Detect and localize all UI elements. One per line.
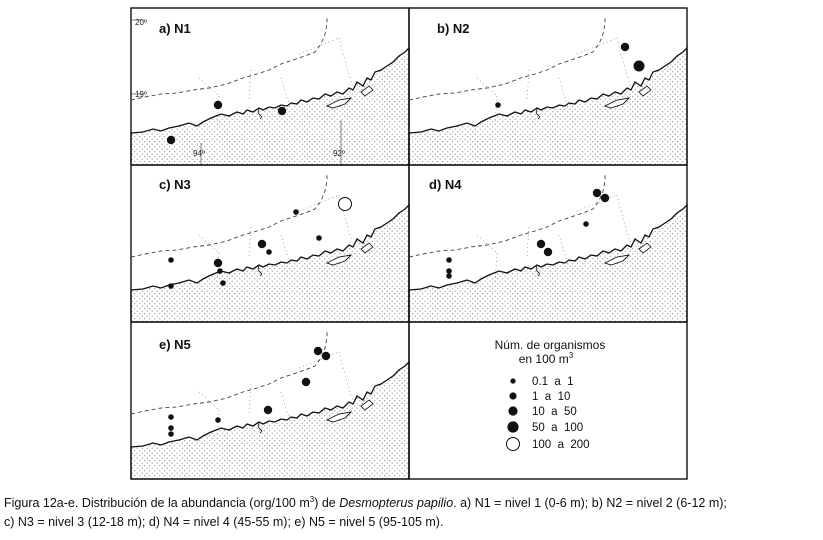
station-dot xyxy=(446,273,452,279)
legend-label: 50 a 100 xyxy=(532,422,583,434)
station-dot xyxy=(536,239,546,249)
station-dot xyxy=(220,280,226,286)
station-dot xyxy=(321,351,331,361)
panel-n5: e) N5 xyxy=(130,329,410,480)
panel-title: b) N2 xyxy=(437,21,470,36)
station-dot xyxy=(293,209,299,215)
legend-symbol xyxy=(509,392,517,400)
legend-symbol xyxy=(508,406,518,416)
station-dot xyxy=(301,377,311,387)
lat-label-19: 19º xyxy=(135,90,147,99)
legend-title-unit: en 100 m3 xyxy=(519,351,574,366)
station-dot xyxy=(257,239,267,249)
legend-label: 100 a 200 xyxy=(532,439,590,451)
legend-symbol xyxy=(507,421,519,433)
station-dot xyxy=(168,414,174,420)
station-dot xyxy=(633,60,645,72)
panel-n2: b) N2 xyxy=(408,15,688,166)
caption-line-2: c) N3 = nivel 3 (12-18 m); d) N4 = nivel… xyxy=(4,515,444,529)
station-dot xyxy=(168,431,174,437)
station-dot xyxy=(600,193,610,203)
station-dot xyxy=(168,283,174,289)
panel-title: e) N5 xyxy=(159,337,191,352)
legend-symbol xyxy=(510,378,516,384)
station-dot xyxy=(583,221,589,227)
lon-label-92: 92º xyxy=(333,149,345,158)
legend: Núm. de organismos en 100 m3 0.1 a 1 1 a… xyxy=(495,338,606,451)
lon-label-94: 94º xyxy=(193,149,205,158)
station-dot xyxy=(166,135,176,145)
station-dot xyxy=(495,102,501,108)
legend-symbol-open xyxy=(506,437,520,451)
abundance-map-figure: 20º 19º 94º 92º a) N1 b) N2 c) N3 xyxy=(130,7,688,480)
station-dot xyxy=(316,235,322,241)
lat-label-20: 20º xyxy=(135,18,147,27)
caption-line-1: Figura 12a-e. Distribución de la abundan… xyxy=(4,494,727,510)
station-dot xyxy=(620,42,630,52)
station-dot xyxy=(543,247,553,257)
station-dot xyxy=(446,268,452,274)
station-dot xyxy=(266,249,272,255)
legend-label: 10 a 50 xyxy=(532,406,577,418)
panel-title: a) N1 xyxy=(159,21,191,36)
figure-caption: Figura 12a-e. Distribución de la abundan… xyxy=(4,494,819,532)
station-dot xyxy=(277,106,287,116)
legend-label: 0.1 a 1 xyxy=(532,376,574,388)
station-dot xyxy=(263,405,273,415)
station-dot xyxy=(446,257,452,263)
station-dot xyxy=(217,268,223,274)
panel-title: c) N3 xyxy=(159,177,191,192)
panel-n1: 20º 19º 94º 92º a) N1 xyxy=(130,15,410,166)
panel-n3: c) N3 xyxy=(130,172,410,323)
species-name: Desmopterus papilio xyxy=(339,496,454,510)
legend-label: 1 a 10 xyxy=(532,391,570,403)
panel-n4: d) N4 xyxy=(408,172,688,323)
station-dot xyxy=(213,258,223,268)
station-dot xyxy=(168,425,174,431)
station-dot-open xyxy=(338,197,352,211)
legend-title: Núm. de organismos xyxy=(495,338,606,352)
panel-title: d) N4 xyxy=(429,177,462,192)
station-dot xyxy=(592,188,602,198)
station-dot xyxy=(168,257,174,263)
station-dot xyxy=(313,346,323,356)
station-dot xyxy=(215,417,221,423)
station-dot xyxy=(213,100,223,110)
